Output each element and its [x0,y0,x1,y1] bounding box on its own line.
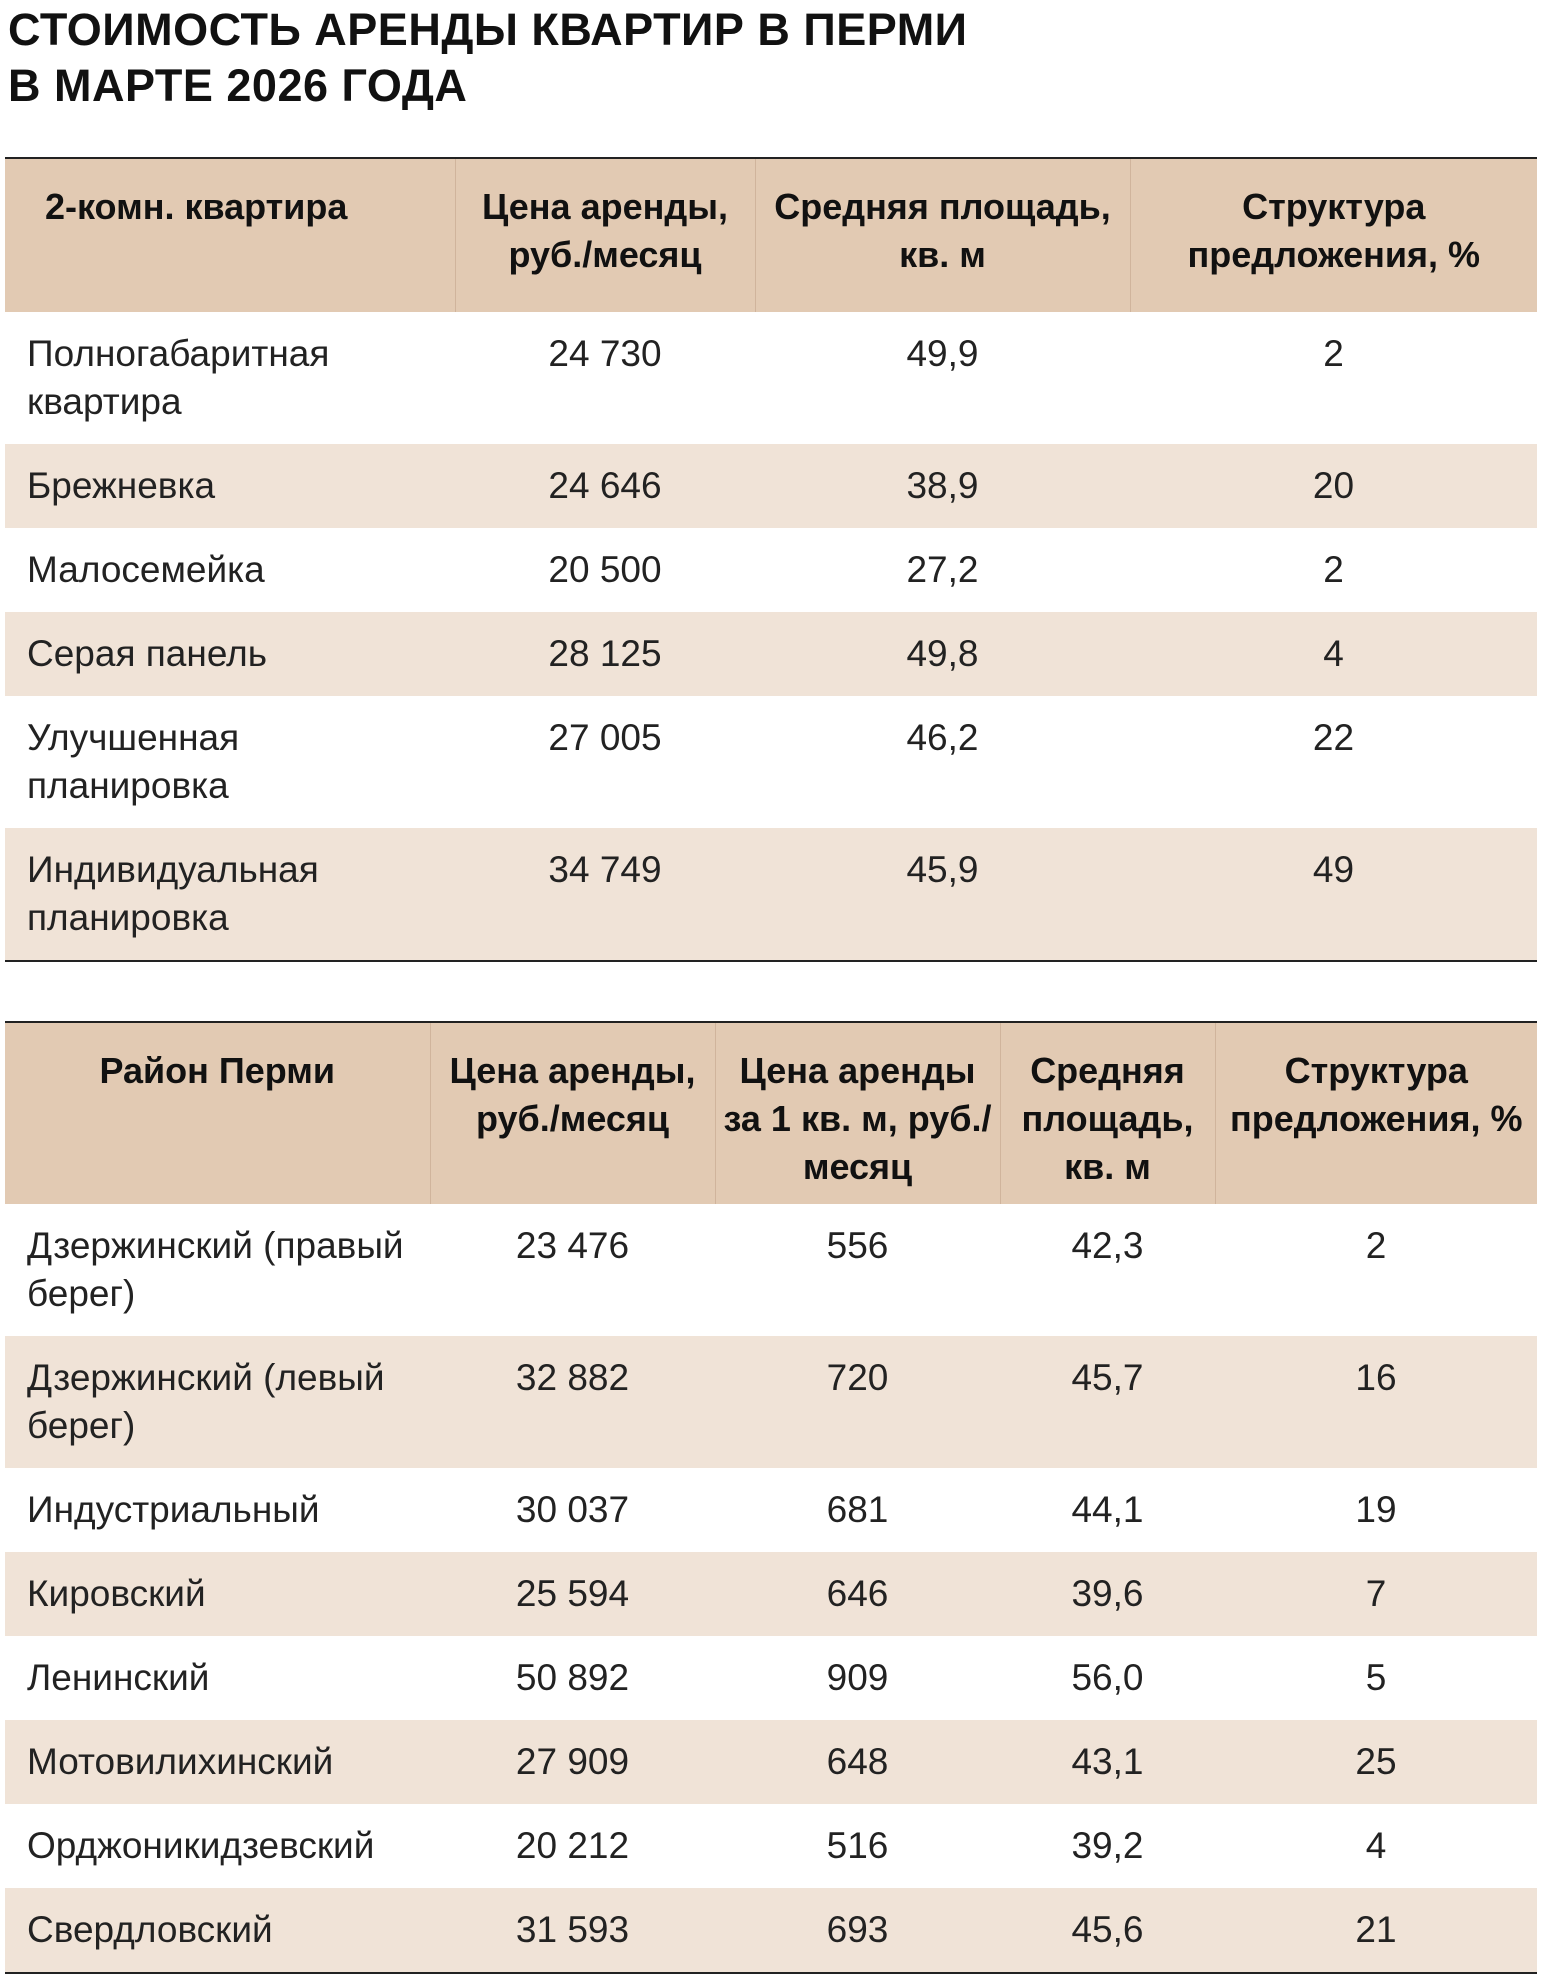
cell-sqm: 693 [715,1888,1000,1973]
table-row: Ленинский 50 892 909 56,0 5 [5,1636,1537,1720]
cell-sqm: 648 [715,1720,1000,1804]
cell-name: Брежневка [5,444,455,528]
cell-share: 2 [1323,549,1344,590]
cell-share: 16 [1215,1336,1537,1468]
table-row: Дзержинский (правый берег) 23 476 556 42,3 2 [5,1204,1537,1336]
table-header-row: Район Перми Цена аренды, руб./месяц Цена… [5,1022,1537,1204]
cell-area: 46,2 [906,717,979,758]
page-title: СТОИМОСТЬ АРЕНДЫ КВАРТИР В ПЕРМИ В МАРТЕ… [8,2,968,114]
cell-area: 45,6 [1000,1888,1215,1973]
cell-name: Индустриальный [27,1489,320,1530]
cell-name: Свердловский [5,1888,430,1973]
cell-name: Мотовилихинский [5,1720,430,1804]
cell-name: Дзержинский (левый берег) [5,1336,430,1468]
table-row: Орджоникидзевский 20 212 516 39,2 4 [5,1804,1537,1888]
cell-sqm: 556 [826,1225,889,1266]
cell-sqm: 516 [826,1825,889,1866]
table-row: Полногабаритная квартира 24 730 49,9 2 [5,312,1537,444]
apartment-type-table: 2-комн. квартира Цена аренды, руб./месяц… [5,157,1537,962]
title-line-1: СТОИМОСТЬ АРЕНДЫ КВАРТИР В ПЕРМИ [8,4,968,55]
header-price: Цена аренды, руб./месяц [429,1022,715,1204]
cell-sqm: 909 [826,1657,889,1698]
cell-price: 30 037 [515,1489,630,1530]
cell-price: 27 005 [548,717,662,758]
cell-price: 25 594 [430,1552,715,1636]
cell-area: 42,3 [1071,1225,1144,1266]
cell-share: 22 [1312,717,1355,758]
cell-name: Серая панель [5,612,455,696]
cell-area: 45,9 [755,828,1130,961]
cell-price: 23 476 [515,1225,630,1266]
cell-sqm: 681 [826,1489,889,1530]
cell-name: Полногабаритная квартира [27,333,330,422]
table-row: Свердловский 31 593 693 45,6 21 [5,1888,1537,1973]
table-row: Индивидуальная планировка 34 749 45,9 49 [5,828,1537,961]
cell-share: 21 [1215,1888,1537,1973]
table-row: Малосемейка 20 500 27,2 2 [5,528,1537,612]
table-row: Дзержинский (левый берег) 32 882 720 45,7 16 [5,1336,1537,1468]
table-row: Индустриальный 30 037 681 44,1 19 [5,1468,1537,1552]
cell-price: 24 646 [455,444,755,528]
cell-sqm: 646 [715,1552,1000,1636]
table-row: Кировский 25 594 646 39,6 7 [5,1552,1537,1636]
cell-area: 39,2 [1071,1825,1144,1866]
cell-share: 7 [1215,1552,1537,1636]
header-share: Структура предложения, % [1129,158,1537,312]
title-line-2: В МАРТЕ 2026 ГОДА [8,60,468,111]
district-table: Район Перми Цена аренды, руб./месяц Цена… [5,1021,1537,1974]
cell-area: 27,2 [906,549,979,590]
cell-area: 45,7 [1000,1336,1215,1468]
header-price: Цена аренды, руб./месяц [454,158,755,312]
cell-share: 4 [1130,612,1537,696]
cell-price: 20 500 [548,549,662,590]
cell-area: 49,8 [755,612,1130,696]
table-row: Брежневка 24 646 38,9 20 [5,444,1537,528]
cell-price: 50 892 [515,1657,630,1698]
cell-area: 38,9 [755,444,1130,528]
cell-price: 20 212 [515,1825,630,1866]
cell-price: 27 909 [430,1720,715,1804]
header-area: Средняя площадь, кв. м [754,158,1130,312]
cell-share: 25 [1215,1720,1537,1804]
header-apartment-type: 2-комн. квартира [5,158,455,312]
cell-price: 28 125 [455,612,755,696]
header-share: Структура предложения, % [1214,1022,1537,1204]
table-row: Мотовилихинский 27 909 648 43,1 25 [5,1720,1537,1804]
cell-share: 49 [1130,828,1537,961]
cell-share: 4 [1365,1825,1387,1866]
header-area: Средняя площадь, кв. м [999,1022,1215,1204]
cell-price: 32 882 [430,1336,715,1468]
cell-name: Индивидуальная планировка [5,828,455,961]
cell-price: 34 749 [455,828,755,961]
cell-name: Кировский [5,1552,430,1636]
cell-name: Ленинский [27,1657,210,1698]
cell-name: Орджоникидзевский [27,1825,375,1866]
cell-price: 31 593 [430,1888,715,1973]
cell-name: Улучшенная планировка [27,717,240,806]
cell-share: 5 [1365,1657,1387,1698]
table-header-row: 2-комн. квартира Цена аренды, руб./месяц… [5,158,1537,312]
cell-price: 24 730 [548,333,662,374]
cell-area: 43,1 [1000,1720,1215,1804]
cell-sqm: 720 [715,1336,1000,1468]
cell-share: 2 [1323,333,1344,374]
cell-share: 19 [1355,1489,1397,1530]
header-price-per-sqm: Цена аренды за 1 кв. м, руб./месяц [714,1022,1000,1204]
cell-area: 39,6 [1000,1552,1215,1636]
header-district: Район Перми [5,1022,430,1204]
cell-name: Дзержинский (правый берег) [27,1225,404,1314]
table-row: Улучшенная планировка 27 005 46,2 22 [5,696,1537,828]
cell-share: 2 [1365,1225,1387,1266]
cell-name: Малосемейка [27,549,265,590]
table-row: Серая панель 28 125 49,8 4 [5,612,1537,696]
cell-area: 49,9 [906,333,979,374]
cell-area: 44,1 [1071,1489,1144,1530]
cell-area: 56,0 [1071,1657,1144,1698]
cell-share: 20 [1130,444,1537,528]
